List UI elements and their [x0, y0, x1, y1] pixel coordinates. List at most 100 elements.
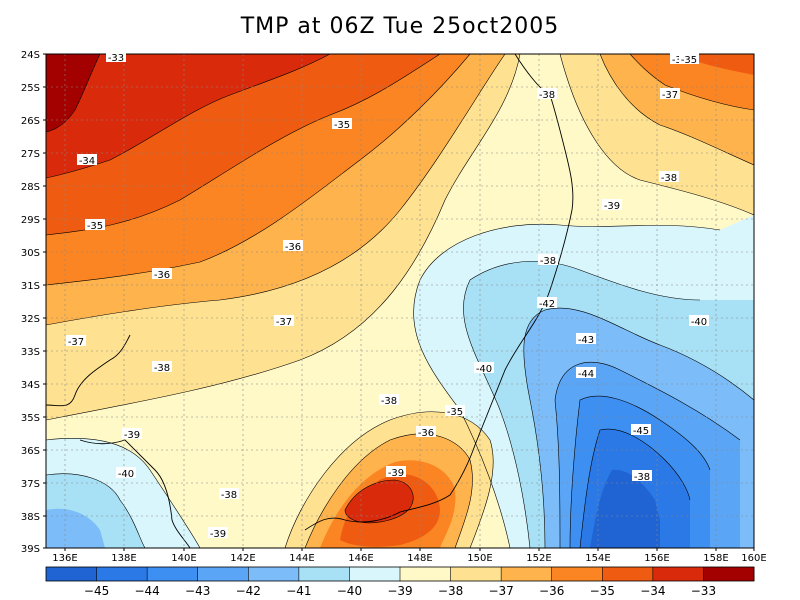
legend-swatch [551, 567, 603, 581]
legend-value-label: −41 [286, 584, 311, 598]
legend-swatch [349, 567, 401, 581]
contour-label-bg [332, 118, 352, 129]
contour-label: -38 [540, 256, 556, 267]
plot-frame [45, 53, 755, 549]
contour-label: -35 [334, 120, 350, 131]
longitude-axis: 136E 138E 140E 142E 144E 146E 148E 150E 152E 154E… [52, 548, 767, 564]
latitude-axis: 24S 25S 26S 27S 28S 29S 30S 31S 32S 33S 34S 35S 36S 3… [21, 50, 46, 555]
contour-label: -38 [381, 396, 397, 407]
contour-label-bg [219, 488, 239, 499]
contour-label: -39 [210, 529, 226, 540]
contour-label-bg [659, 171, 679, 182]
contour-label: -44 [578, 369, 594, 380]
lat-tick-label: 30S [21, 248, 40, 259]
contour-label-bg [106, 51, 126, 62]
contour-label-bg [689, 315, 709, 326]
contour-label: -40 [118, 469, 134, 480]
lat-tick-label: 24S [21, 50, 40, 61]
legend-swatch [450, 567, 502, 581]
gridlines [46, 54, 754, 548]
lat-tick-label: 34S [21, 380, 40, 391]
contour-label: -39 [388, 468, 404, 479]
contour-labels: -33 -35 -35 -34 -35 -36 -36 -37 -37 -38 -38 -39 -40 -… [66, 51, 709, 540]
legend-swatch [147, 567, 199, 581]
lat-tick-label: 38S [21, 512, 40, 523]
contour-label: -38 [634, 472, 650, 483]
contour-label-bg [122, 428, 142, 439]
contour-label: -38 [539, 90, 555, 101]
contour-label-bg [537, 297, 557, 308]
contour-label: -37 [68, 337, 84, 348]
contour-label: -36 [154, 270, 170, 281]
lon-tick-label: 140E [171, 553, 196, 564]
lat-tick-label: 35S [21, 413, 40, 424]
lat-tick-label: 31S [21, 281, 40, 292]
contour-label: -37 [276, 317, 292, 328]
legend-value-label: −36 [539, 584, 564, 598]
lon-tick-label: 150E [467, 553, 492, 564]
contour-label: -34 [79, 156, 95, 167]
legend-swatch [652, 567, 704, 581]
lat-tick-label: 36S [21, 446, 40, 457]
contour-label: -33 [108, 53, 124, 64]
legend-swatch [602, 567, 654, 581]
lon-tick-label: 156E [644, 553, 669, 564]
color-legend: −45 −44 −43 −42 −41 −40 −39 −38 −37 −36 −35 −34 −33 [45, 566, 755, 598]
legend-swatch [197, 567, 249, 581]
legend-swatch [298, 567, 350, 581]
contour-label-bg [631, 424, 651, 435]
contour-label: -35 [447, 407, 463, 418]
lon-tick-label: 152E [526, 553, 551, 564]
legend-swatch [501, 567, 553, 581]
contour-lines [46, 54, 754, 548]
contour-label-bg [632, 470, 652, 481]
contour-label-bg [85, 219, 105, 230]
lon-tick-label: 160E [741, 553, 766, 564]
lat-tick-label: 25S [21, 83, 40, 94]
contour-label: -40 [691, 317, 707, 328]
legend-value-label: −45 [84, 584, 109, 598]
legend-swatch [248, 567, 300, 581]
contour-label: -43 [578, 335, 594, 346]
lon-tick-label: 158E [703, 553, 728, 564]
legend-value-label: −33 [691, 584, 716, 598]
contour-label-bg [474, 362, 494, 373]
lon-tick-label: 146E [348, 553, 373, 564]
contour-label-bg [77, 154, 97, 165]
contour-label: -39 [124, 430, 140, 441]
legend-value-label: −44 [134, 584, 159, 598]
lat-tick-label: 37S [21, 479, 40, 490]
contour-label-bg [660, 88, 680, 99]
contour-label: -45 [633, 426, 649, 437]
contour-label-bg [116, 467, 136, 478]
map-title: TMP at 06Z Tue 25oct2005 [240, 14, 560, 39]
legend-value-label: −35 [590, 584, 615, 598]
lat-tick-label: 28S [21, 182, 40, 193]
lon-tick-label: 148E [407, 553, 432, 564]
contour-label-bg [602, 199, 622, 210]
contour-label: -40 [476, 364, 492, 375]
legend-swatch [703, 567, 755, 581]
contour-label-bg [576, 333, 596, 344]
lat-tick-label: 33S [21, 347, 40, 358]
contour-label-bg [537, 88, 557, 99]
contour-label-bg [386, 466, 406, 477]
contour-label: -35 [681, 55, 697, 66]
contour-label-bg [538, 254, 558, 265]
contour-label-bg [416, 426, 436, 437]
legend-swatch [96, 567, 148, 581]
legend-value-label: −37 [488, 584, 513, 598]
contour-label-bg [679, 53, 699, 64]
legend-value-label: −38 [438, 584, 463, 598]
lon-tick-label: 136E [52, 553, 77, 564]
lon-tick-label: 144E [289, 553, 314, 564]
contour-label: -37 [662, 90, 678, 101]
contour-label-bg [152, 268, 172, 279]
contour-label: -38 [661, 173, 677, 184]
legend-value-label: −43 [185, 584, 210, 598]
legend-value-label: −39 [387, 584, 412, 598]
contour-label-bg [576, 367, 596, 378]
contour-label: -36 [285, 242, 301, 253]
legend-swatch [46, 567, 98, 581]
